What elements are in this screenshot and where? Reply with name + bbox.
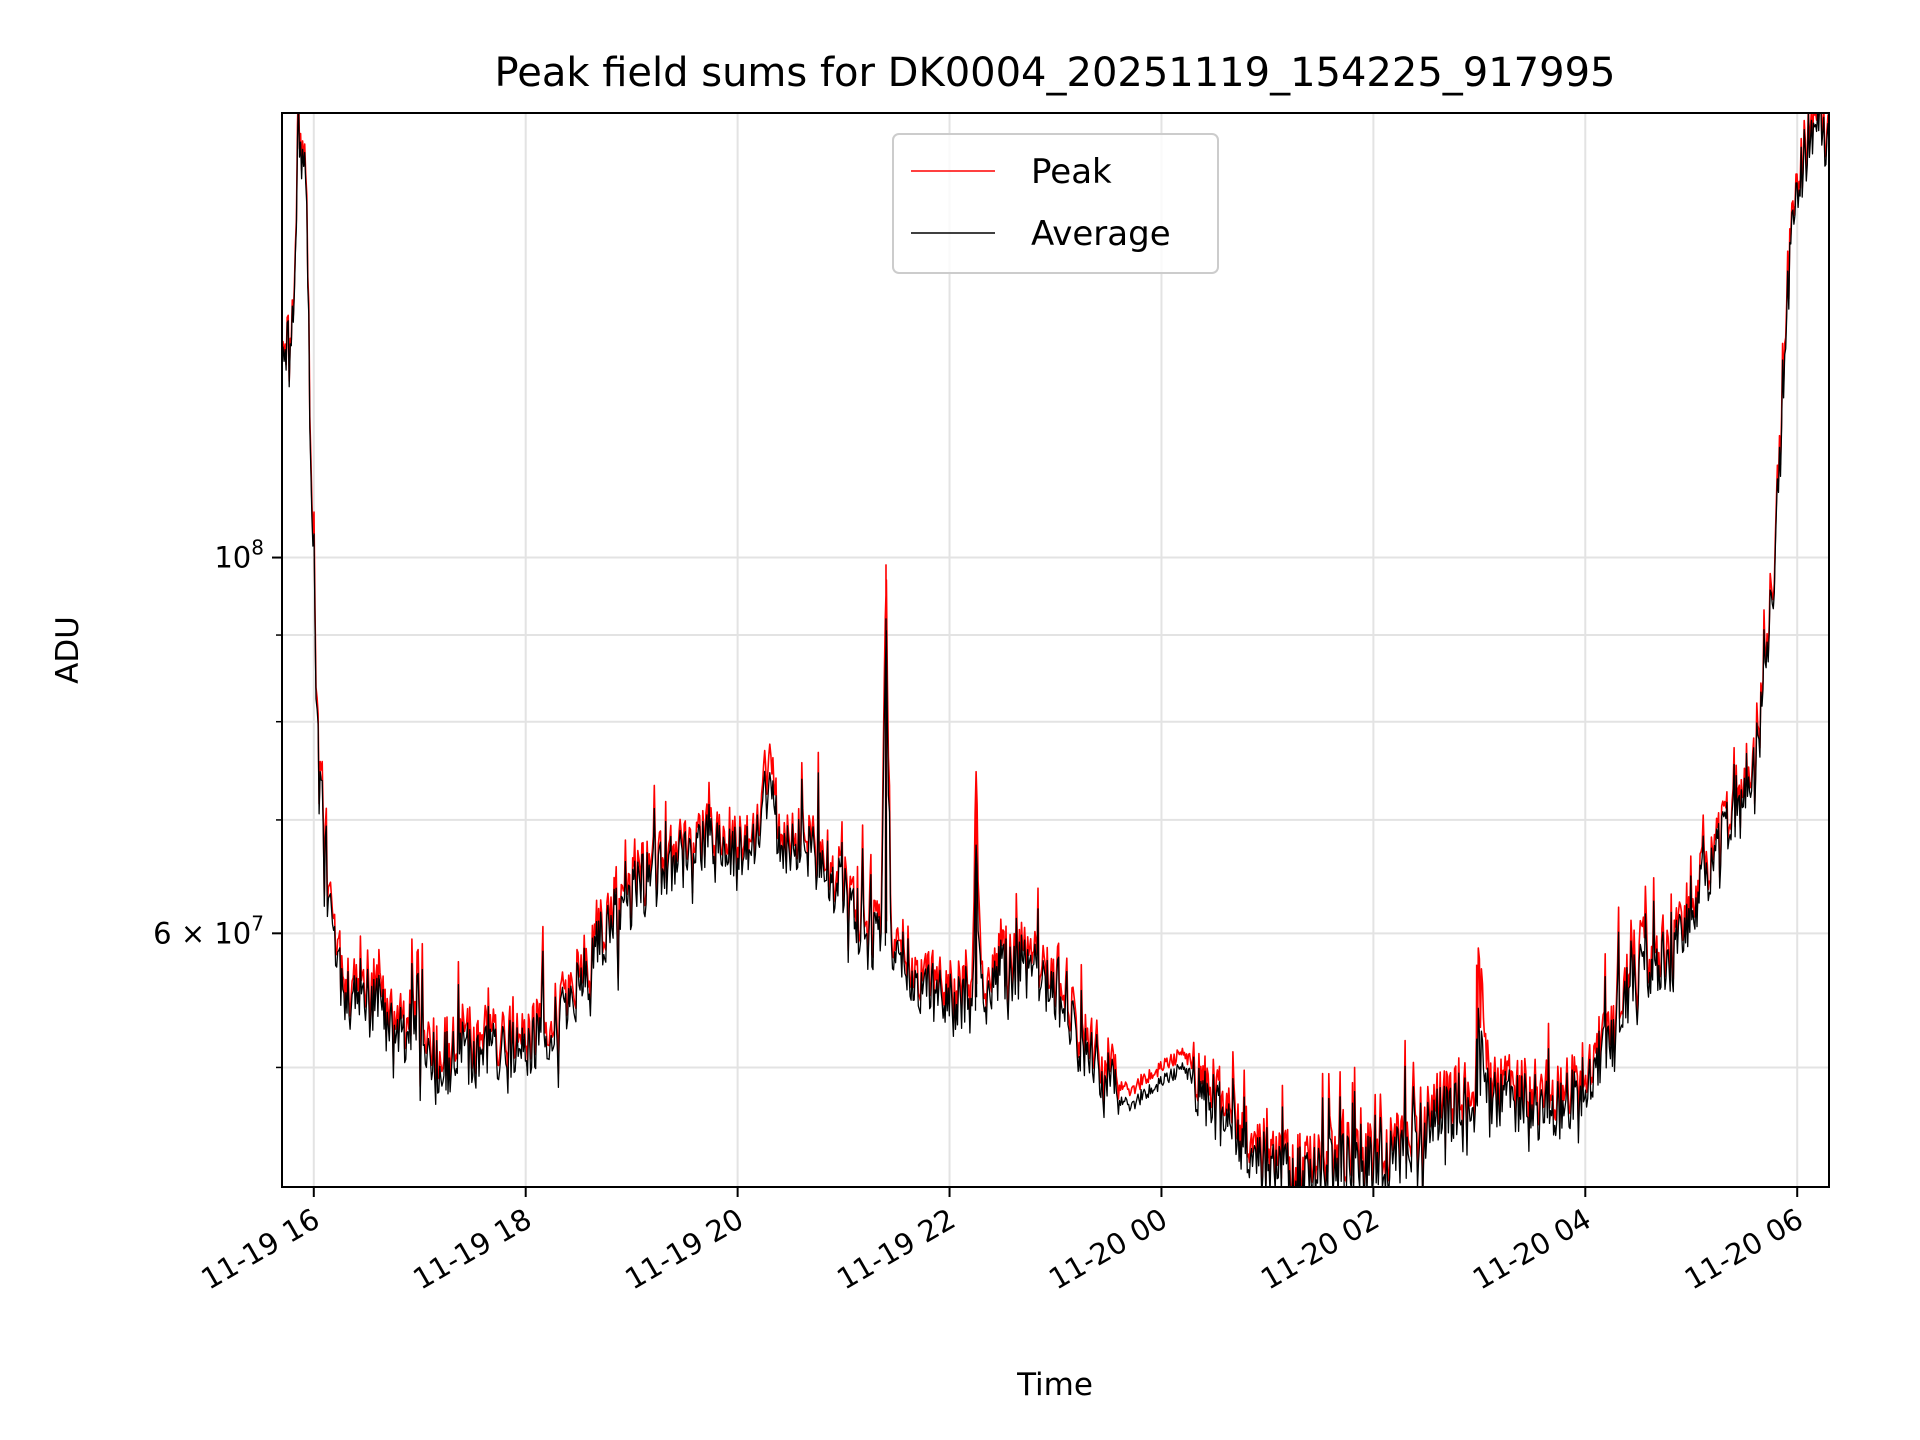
chart-title: Peak field sums for DK0004_20251119_1542… — [495, 50, 1616, 96]
y-axis-ticks: 108 6 × 107 — [153, 536, 282, 1069]
y-axis-label: ADU — [50, 616, 86, 684]
legend-box — [892, 133, 1219, 274]
series-line-average — [282, 113, 1829, 1187]
y-tick-label-0: 108 — [214, 536, 264, 575]
legend-label-average: Average — [1031, 214, 1171, 254]
legend: Peak Average — [892, 133, 1219, 274]
series-group — [282, 113, 1829, 1187]
y-tick-label-1: 6 × 107 — [153, 911, 264, 950]
legend-label-peak: Peak — [1031, 152, 1112, 192]
x-axis-label: Time — [1016, 1367, 1093, 1403]
plot-frame — [281, 112, 1830, 1188]
